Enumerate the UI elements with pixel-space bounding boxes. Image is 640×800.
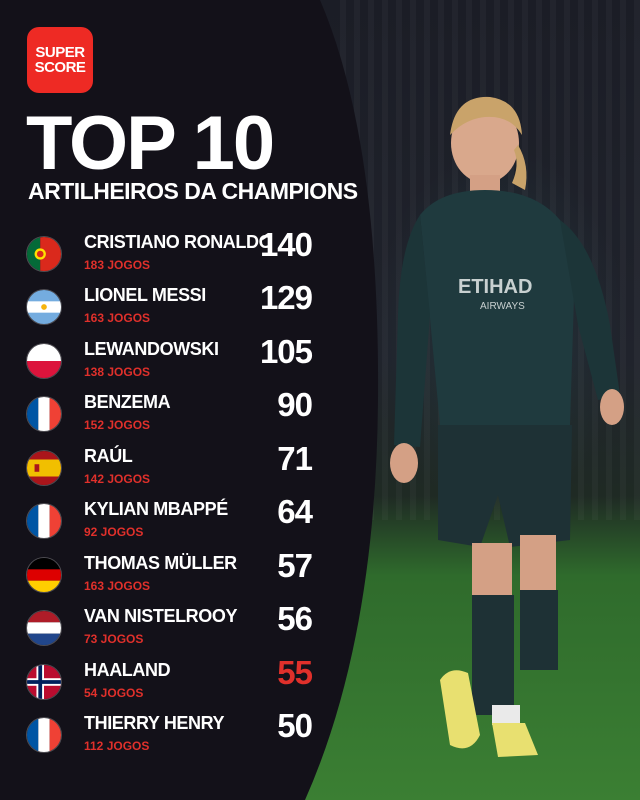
scorer-goals: 105 (259, 333, 313, 370)
scorer-row: KYLIAN MBAPPÉ 92 JOGOS 64 (26, 493, 326, 545)
scorer-name: CRISTIANO RONALDO (84, 232, 273, 252)
sponsor-text-2: AIRWAYS (480, 301, 525, 312)
scorer-name: THOMAS MÜLLER (84, 553, 237, 573)
player-figure: ETIHAD AIRWAYS (390, 96, 624, 757)
scorer-games: 163 JOGOS (84, 579, 151, 593)
scorer-name: KYLIAN MBAPPÉ (84, 499, 228, 519)
scorer-games: 138 JOGOS (84, 365, 151, 379)
scorer-games: 112 JOGOS (84, 739, 150, 753)
scorer-games: 163 JOGOS (84, 311, 151, 325)
portugal-flag-icon (26, 236, 62, 272)
logo-line-2: SCORE (34, 59, 86, 76)
france-flag-icon (26, 503, 62, 539)
argentina-flag-icon (26, 289, 62, 325)
france-flag-icon (26, 717, 62, 753)
scorer-goals: 50 (277, 707, 313, 744)
scorer-row: THIERRY HENRY 112 JOGOS 50 (26, 707, 326, 759)
scorer-name: LEWANDOWSKI (84, 339, 219, 359)
poland-flag-icon (26, 343, 62, 379)
scorer-name: VAN NISTELROOY (84, 606, 238, 626)
scorer-row: HAALAND 54 JOGOS 55 (26, 654, 326, 706)
france-flag-icon (26, 396, 62, 432)
scorer-goals: 56 (277, 600, 313, 637)
scorer-row: LIONEL MESSI 163 JOGOS 129 (26, 279, 326, 331)
logo-line-1: SUPER (35, 44, 85, 61)
scorer-goals: 140 (259, 226, 313, 263)
scorer-games: 73 JOGOS (84, 632, 144, 646)
scorer-goals: 90 (277, 386, 313, 423)
scorer-goals: 71 (277, 440, 313, 477)
scorer-name: BENZEMA (84, 392, 171, 412)
superscore-logo: SUPER SCORE (27, 27, 93, 93)
scorer-games: 152 JOGOS (84, 418, 151, 432)
germany-flag-icon (26, 557, 62, 593)
scorer-row: BENZEMA 152 JOGOS 90 (26, 386, 326, 438)
scorer-games: 183 JOGOS (84, 258, 151, 272)
scorer-games: 54 JOGOS (84, 686, 144, 700)
scorer-goals: 64 (277, 493, 313, 530)
scorer-goals: 129 (259, 279, 313, 316)
scorer-row: RAÚL 142 JOGOS 71 (26, 440, 326, 492)
scorer-name: HAALAND (84, 660, 171, 680)
page-title: TOP 10 (26, 101, 275, 186)
netherlands-flag-icon (26, 610, 62, 646)
scorer-goals: 57 (277, 547, 313, 584)
scorer-goals: 55 (277, 654, 313, 691)
sponsor-text: ETIHAD (458, 276, 532, 298)
scorer-games: 92 JOGOS (84, 525, 144, 539)
scorer-games: 142 JOGOS (84, 472, 151, 486)
scorer-row: LEWANDOWSKI 138 JOGOS 105 (26, 333, 326, 385)
scorer-row: THOMAS MÜLLER 163 JOGOS 57 (26, 547, 326, 599)
norway-flag-icon (26, 664, 62, 700)
scorer-row: VAN NISTELROOY 73 JOGOS 56 (26, 600, 326, 652)
scorer-name: THIERRY HENRY (84, 713, 225, 733)
page-subtitle: ARTILHEIROS DA CHAMPIONS (28, 178, 358, 204)
spain-flag-icon (26, 450, 62, 486)
scorer-name: LIONEL MESSI (84, 285, 206, 305)
scorer-name: RAÚL (84, 446, 133, 466)
scorer-row: CRISTIANO RONALDO 183 JOGOS 140 (26, 226, 326, 278)
